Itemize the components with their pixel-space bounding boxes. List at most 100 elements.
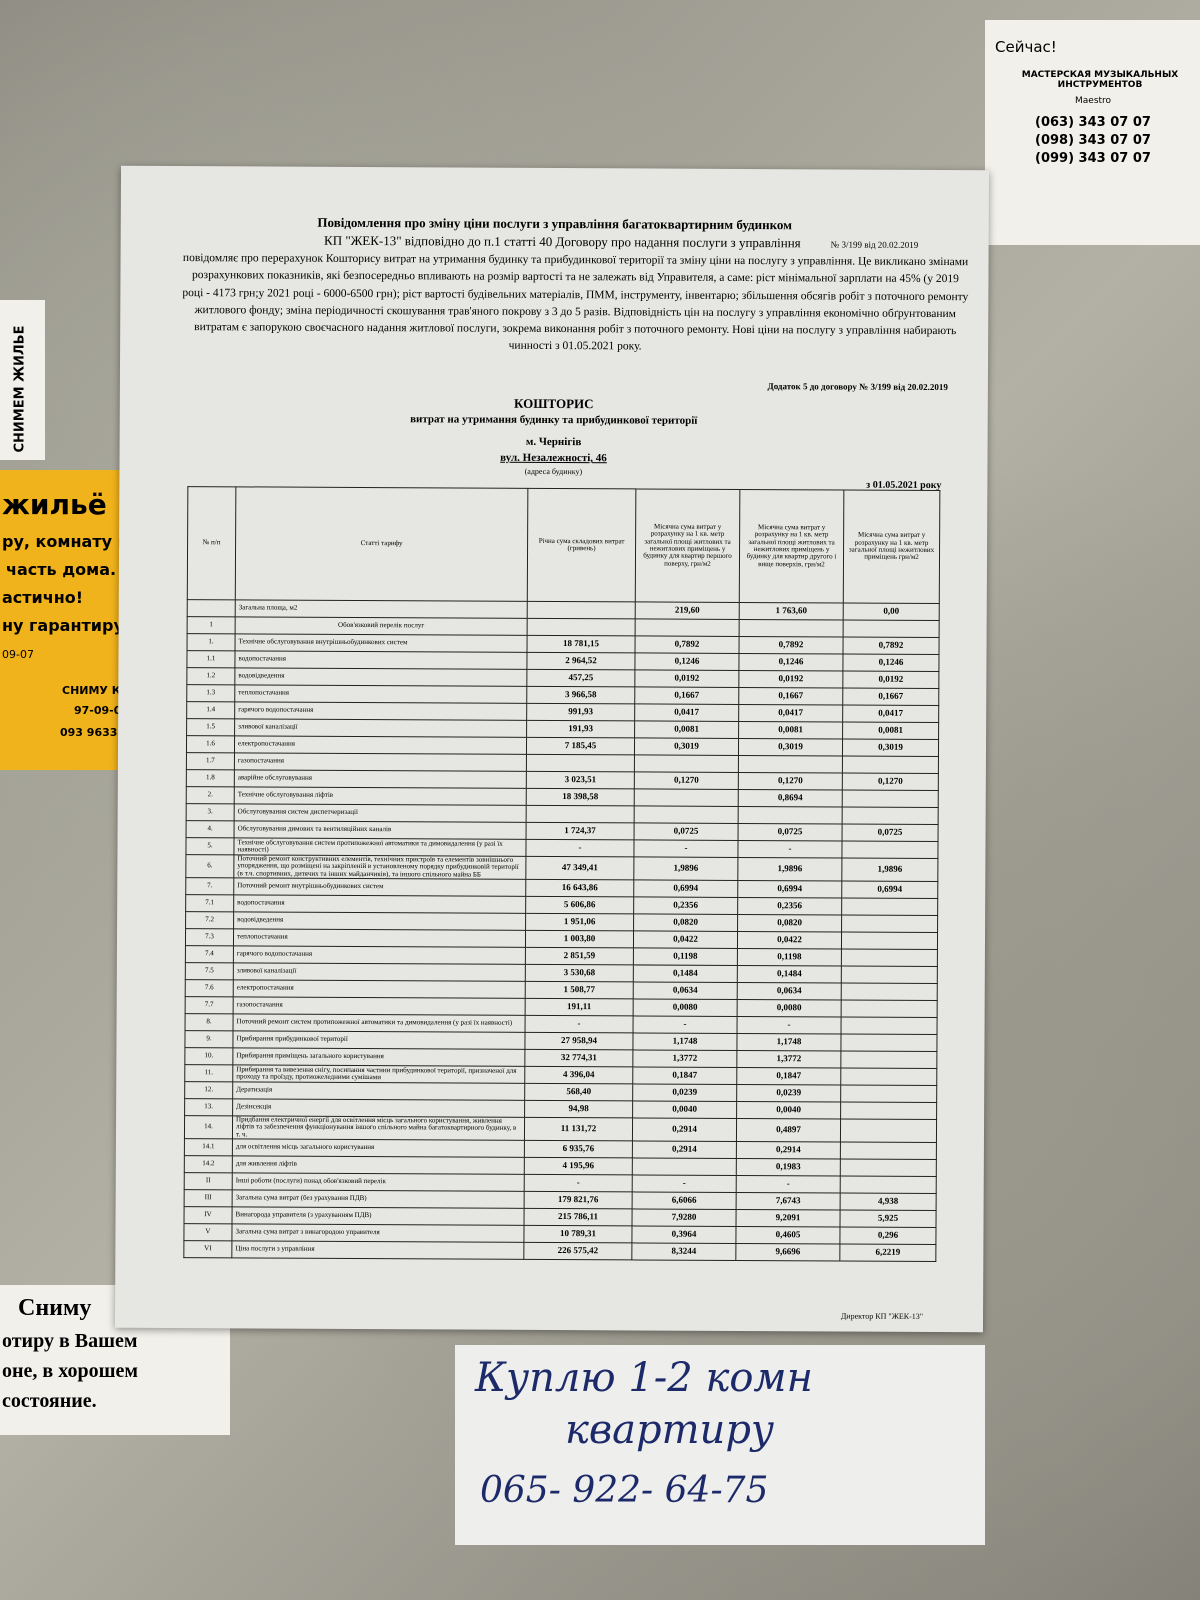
table-cell: водопостачання — [233, 894, 526, 914]
table-cell: 14. — [184, 1115, 233, 1139]
table-cell: 14.1 — [184, 1138, 233, 1156]
table-cell: 32 774,31 — [524, 1049, 633, 1067]
table-cell: 7,6743 — [736, 1192, 841, 1211]
table-cell: 0,1270 — [738, 772, 843, 791]
table-cell: 1.2 — [186, 667, 235, 685]
table-cell: 11 131,72 — [524, 1117, 633, 1141]
table-cell: 0,1246 — [634, 652, 740, 671]
ad-text: СНИМЕМ ЖИЛЬЕ — [12, 325, 28, 453]
table-cell: 2. — [186, 786, 235, 804]
table-cell: 219,60 — [635, 601, 740, 620]
table-cell: 0,1667 — [738, 687, 843, 706]
table-cell: Придбання електричної енергії для освітл… — [232, 1115, 525, 1141]
table-cell: 7.1 — [185, 894, 234, 912]
table-cell: 7.2 — [185, 911, 234, 929]
music-ad: Сейчас! МАСТЕРСКАЯ МУЗЫКАЛЬНЫХ ИНСТРУМЕН… — [985, 20, 1200, 245]
table-cell: 0,1847 — [736, 1067, 841, 1086]
table-cell: 6 935,76 — [524, 1140, 633, 1158]
table-cell: Ціна послуги з управління — [231, 1240, 524, 1260]
table-cell — [843, 620, 940, 638]
table-cell: 0,0417 — [842, 705, 939, 723]
table-cell — [841, 1017, 938, 1035]
table-cell: 0,0081 — [634, 720, 739, 739]
table-cell: 0,0080 — [633, 998, 738, 1017]
table-cell: 0,0417 — [634, 703, 739, 722]
table-cell: Обов'язковий перелік послуг — [235, 616, 528, 636]
ad-text: 97-09-07 — [74, 704, 130, 717]
ad-text: Maestro — [1075, 96, 1112, 106]
table-cell: електропостачання — [234, 735, 527, 755]
table-cell — [840, 1176, 937, 1194]
table-cell — [527, 601, 636, 619]
handwritten-text: Куплю 1-2 комн — [475, 1355, 813, 1401]
table-cell: 1,9896 — [633, 856, 738, 881]
table-cell: 1.4 — [186, 701, 235, 719]
table-cell: 1.8 — [186, 769, 235, 787]
table-cell — [632, 1157, 737, 1176]
table-cell: гарячого водопостачання — [233, 945, 526, 965]
table-cell: 12. — [184, 1081, 233, 1099]
table-cell: 0,0081 — [842, 722, 939, 740]
table-cell — [840, 1085, 937, 1103]
table-cell: 6. — [185, 854, 234, 878]
ad-text: ру, комнату в — [2, 532, 128, 551]
signature: Директор КП "ЖЕК-13" — [840, 1311, 924, 1321]
table-cell — [840, 1142, 937, 1160]
table-cell: 1,9896 — [841, 858, 938, 882]
ad-text: состояние. — [2, 1390, 97, 1412]
table-cell: III — [184, 1189, 233, 1207]
annex: Додаток 5 до договору № 3/199 від 20.02.… — [767, 381, 948, 393]
table-cell: 2 964,52 — [526, 652, 636, 670]
table-cell: 7.7 — [185, 996, 234, 1014]
table-cell: 1,9896 — [737, 857, 842, 882]
table-cell: 1.5 — [186, 718, 235, 736]
table-cell: Поточний ремонт внутрішньобудинкових сис… — [233, 877, 526, 897]
table-cell: Прибирання та вивезення снігу, посипання… — [232, 1064, 525, 1084]
table-cell — [840, 1068, 937, 1086]
table-cell: 14.2 — [184, 1155, 233, 1173]
notice-paper: Повідомлення про зміну ціни послуги з уп… — [114, 165, 990, 1333]
handwritten-note: Куплю 1-2 комн квартиру 065- 922- 64-75 — [455, 1345, 985, 1545]
table-cell: 0,0820 — [737, 914, 842, 933]
table-cell: - — [633, 1015, 738, 1034]
table-cell: Поточний ремонт конструктивних елементів… — [233, 854, 526, 880]
table-cell: 0,2356 — [737, 897, 842, 916]
table-cell: 7.4 — [185, 945, 234, 963]
table-cell: 0,0192 — [738, 670, 843, 689]
table-cell: 1,3772 — [632, 1049, 737, 1068]
table-cell: 0,0239 — [736, 1084, 841, 1103]
table-cell: 0,0081 — [738, 721, 843, 740]
table-cell: - — [524, 1174, 633, 1192]
table-cell: Дератизація — [232, 1081, 525, 1101]
table-cell: Прибирання приміщень загального користув… — [232, 1047, 525, 1067]
table-cell: Поточний ремонт систем протипожежної авт… — [233, 1013, 526, 1033]
ad-text: жильё — [2, 488, 107, 521]
table-body: Загальна площа, м2 219,60 1 763,60 0,00 1 Обо… — [183, 599, 940, 1262]
table-cell: 0,2356 — [633, 896, 738, 915]
table-cell: 0,7892 — [635, 635, 740, 654]
table-cell: 94,98 — [524, 1100, 633, 1118]
table-cell: - — [525, 839, 635, 857]
header-cell: Місячна сума витрат у розрахунку на 1 кв… — [635, 488, 740, 603]
table-cell: 8. — [185, 1013, 234, 1031]
table-cell: Загальна сума витрат (без урахування ПДВ… — [232, 1189, 525, 1209]
table-cell: 0,7892 — [843, 637, 940, 655]
table-cell — [841, 841, 939, 859]
table-cell: 0,0417 — [738, 704, 843, 723]
table-cell: 0,0040 — [632, 1100, 737, 1119]
table-cell: 0,0192 — [634, 669, 739, 688]
table-cell: 0,6994 — [737, 880, 842, 899]
table-cell: 0,1198 — [737, 948, 842, 967]
notice-ref: № 3/199 від 20.02.2019 — [830, 239, 919, 250]
table-cell: 0,2914 — [736, 1141, 841, 1160]
table-cell: 0,0422 — [737, 931, 842, 950]
table-cell: 0,1246 — [738, 653, 844, 672]
table-cell: електропостачання — [233, 979, 526, 999]
table-cell — [527, 618, 636, 636]
table-cell: 1.7 — [186, 752, 235, 770]
table-cell: - — [525, 1015, 634, 1033]
table-cell — [841, 966, 938, 984]
estimate-subtitle: витрат на утримання будинку та прибудинк… — [410, 413, 698, 427]
header-cell: № п/п — [187, 486, 236, 600]
table-cell: 0,0239 — [632, 1083, 737, 1102]
